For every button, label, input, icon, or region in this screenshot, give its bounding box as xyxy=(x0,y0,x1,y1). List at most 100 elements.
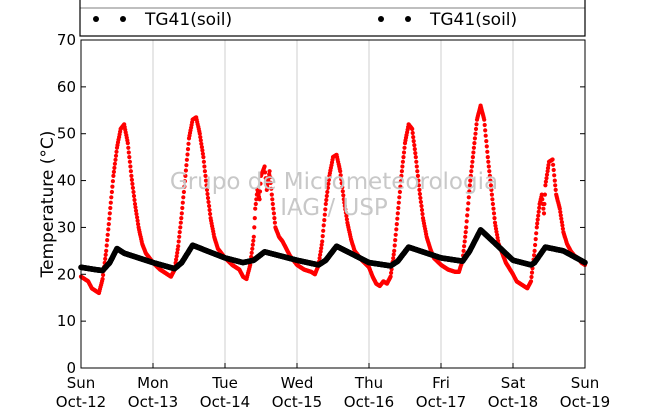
x-tick-date-label: Oct-14 xyxy=(200,393,250,409)
red-data-point xyxy=(268,175,273,180)
red-data-point xyxy=(551,162,556,167)
x-tick-day-label: Mon xyxy=(137,374,169,392)
red-data-point xyxy=(417,191,422,197)
red-data-point xyxy=(339,177,344,182)
red-data-point xyxy=(100,276,105,282)
red-data-point xyxy=(318,252,323,257)
red-data-point xyxy=(392,243,397,248)
red-data-point xyxy=(484,144,489,149)
vertical-grid-lines xyxy=(152,40,514,368)
red-data-point xyxy=(258,181,263,186)
red-data-point xyxy=(474,122,479,127)
red-data-point xyxy=(546,162,551,168)
red-data-point xyxy=(113,157,118,162)
red-data-point xyxy=(130,181,135,186)
red-data-point xyxy=(180,200,185,205)
red-data-point xyxy=(343,210,348,215)
red-data-point xyxy=(340,189,345,194)
red-data-point xyxy=(464,219,469,224)
red-data-point xyxy=(344,217,349,222)
red-data-point xyxy=(104,243,109,248)
red-data-point xyxy=(552,178,557,183)
red-data-point xyxy=(322,212,327,217)
red-data-point xyxy=(126,150,131,155)
red-data-point xyxy=(113,153,119,158)
red-data-point xyxy=(391,256,396,261)
red-data-point xyxy=(416,183,421,188)
legend-marker-dot xyxy=(120,16,126,22)
red-data-point xyxy=(177,230,182,235)
red-data-point xyxy=(412,147,417,152)
plot-frame xyxy=(80,39,586,369)
red-data-point xyxy=(552,173,557,178)
red-data-point xyxy=(338,173,343,178)
red-data-point xyxy=(419,203,424,209)
red-data-point xyxy=(491,211,497,216)
red-data-point xyxy=(399,173,404,178)
x-tick-date-label: Oct-16 xyxy=(344,393,394,409)
red-data-point xyxy=(271,211,276,216)
red-data-point xyxy=(178,220,183,225)
red-data-point xyxy=(418,195,423,201)
red-data-point xyxy=(198,135,203,140)
red-data-point xyxy=(529,270,535,275)
red-data-point xyxy=(559,216,564,221)
red-data-point xyxy=(251,234,256,239)
red-data-point xyxy=(541,211,547,216)
red-data-point xyxy=(175,247,180,252)
red-data-point xyxy=(204,183,209,188)
red-data-point xyxy=(417,187,422,192)
red-data-point xyxy=(175,250,180,255)
red-data-point xyxy=(262,164,267,169)
red-data-point xyxy=(130,185,135,190)
red-data-point xyxy=(179,211,184,216)
red-data-point xyxy=(202,164,207,169)
red-data-point xyxy=(111,173,116,178)
red-data-point xyxy=(465,207,470,212)
red-data-point xyxy=(208,211,213,217)
y-tick-label: 40 xyxy=(57,172,76,190)
red-data-point xyxy=(558,213,563,218)
red-data-point xyxy=(486,159,491,164)
red-data-point xyxy=(182,184,187,189)
red-data-point xyxy=(557,206,562,211)
red-data-point xyxy=(185,152,190,157)
red-data-point xyxy=(320,239,325,244)
red-data-point xyxy=(537,205,542,210)
red-data-point xyxy=(419,207,425,213)
red-data-point xyxy=(484,139,489,144)
red-data-point xyxy=(176,244,181,249)
red-data-point xyxy=(490,201,495,207)
red-data-point xyxy=(197,131,202,136)
x-tick-day-label: Wed xyxy=(281,374,314,392)
red-data-point xyxy=(110,179,115,184)
red-data-point xyxy=(544,172,550,177)
red-data-point xyxy=(398,184,403,189)
red-data-point xyxy=(182,179,187,184)
red-data-point xyxy=(265,184,270,189)
x-tick-date-label: Oct-15 xyxy=(272,393,322,409)
red-data-point xyxy=(252,225,257,230)
x-tick-day-label: Sun xyxy=(571,374,600,392)
red-data-point xyxy=(317,256,322,261)
red-data-point xyxy=(394,222,399,227)
red-data-point xyxy=(135,218,140,223)
red-data-point xyxy=(133,205,138,210)
red-data-point xyxy=(128,169,133,174)
red-data-point xyxy=(410,126,415,132)
red-data-point xyxy=(249,250,254,255)
y-tick-label: 20 xyxy=(57,265,76,283)
red-data-point xyxy=(251,238,256,243)
red-data-point xyxy=(469,169,474,174)
red-data-point xyxy=(125,141,130,146)
red-data-point xyxy=(201,155,206,160)
red-data-point xyxy=(536,209,541,214)
red-data-point xyxy=(252,216,257,221)
red-data-point xyxy=(413,151,418,156)
red-data-point xyxy=(324,193,329,199)
legend-box xyxy=(79,0,586,37)
red-data-point xyxy=(532,248,537,253)
red-data-point xyxy=(482,122,487,128)
red-data-point xyxy=(470,155,475,160)
red-data-point xyxy=(396,200,401,205)
